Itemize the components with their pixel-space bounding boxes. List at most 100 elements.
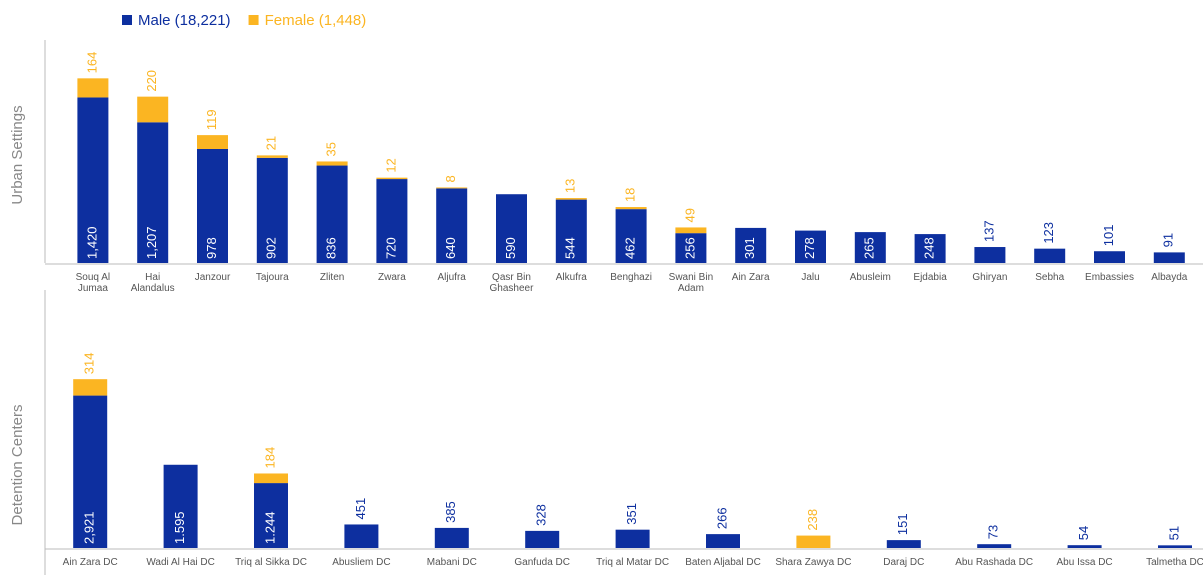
x-tick-label: Sebha (1035, 272, 1065, 283)
value-label: 720 (383, 237, 398, 259)
value-label: 266 (714, 507, 729, 529)
x-tick-label: Ain Zara DC (62, 557, 118, 568)
value-label: 101 (1101, 225, 1116, 247)
bar-segment (615, 529, 650, 548)
bar-segment (197, 135, 228, 149)
value-label: 91 (1161, 233, 1176, 247)
bar-segment (795, 230, 826, 263)
x-tick-label: Abu Rashada DC (955, 557, 1034, 568)
bar-segment (344, 524, 379, 548)
bar-segment (706, 534, 740, 548)
value-label: 151 (895, 513, 910, 535)
bar-segment (977, 544, 1012, 548)
bar-segment (974, 247, 1006, 263)
value-label: 21 (264, 136, 279, 150)
bar-segment (436, 187, 468, 189)
bar-segment (163, 464, 198, 548)
value-label: 590 (503, 237, 518, 259)
value-label: 1.595 (172, 511, 187, 544)
value-label: 35 (324, 142, 339, 156)
bar-segment (675, 233, 707, 263)
value-label: 640 (443, 237, 458, 259)
x-tick-label: Baten Aljabal DC (685, 557, 761, 568)
value-label: 13 (563, 179, 578, 193)
value-label: 119 (204, 109, 219, 130)
value-label: 265 (862, 237, 877, 259)
x-tick-label: Zliten (319, 272, 345, 283)
bar-segment (73, 379, 108, 396)
value-label: 351 (624, 503, 639, 525)
bar-segment (137, 122, 169, 263)
value-label: 451 (353, 498, 368, 520)
axis-title: Detention Centers (9, 405, 26, 526)
x-tick-label: Abusleim (849, 272, 891, 283)
value-label: 328 (534, 504, 549, 526)
bar-segment (137, 96, 169, 123)
value-label: 301 (742, 237, 757, 259)
value-label: 256 (682, 237, 697, 259)
value-label: 462 (623, 237, 638, 259)
value-label: 278 (802, 237, 817, 259)
value-label: 544 (563, 237, 578, 259)
x-tick-label: Ghiryan (972, 272, 1008, 283)
x-tick-label: Abusliem DC (332, 557, 391, 568)
x-tick-label: Embassies (1085, 272, 1134, 283)
x-tick-label: Hai Alandalus (130, 272, 175, 294)
bar-segment (77, 97, 109, 263)
value-label: 2,921 (82, 511, 97, 544)
value-label: 1,207 (144, 226, 159, 259)
legend-swatch (248, 15, 259, 25)
value-label: 978 (204, 237, 219, 259)
x-tick-label: Triq al Sikka DC (235, 557, 307, 568)
bar-segment (254, 483, 288, 548)
bar-segment (254, 473, 288, 484)
value-label: 73 (986, 525, 1001, 539)
x-tick-label: Benghazi (610, 272, 652, 283)
bar-segment (886, 540, 921, 548)
value-label: 836 (324, 237, 339, 259)
bar-segment (1067, 545, 1102, 548)
x-tick-label: Albayda (1151, 272, 1188, 283)
bar-segment (914, 234, 946, 263)
x-tick-label: Tajoura (255, 272, 289, 283)
bar-segment (376, 177, 408, 180)
value-label: 238 (805, 509, 820, 531)
x-tick-label: Abu Issa DC (1056, 557, 1113, 568)
bar-segment (1158, 545, 1192, 548)
value-label: 8 (443, 175, 458, 182)
bar-segment (496, 194, 527, 263)
x-tick-label: Aljufra (437, 272, 466, 283)
value-label: 51 (1166, 526, 1181, 540)
bar-segment (555, 198, 587, 200)
x-tick-label: Ganfuda DC (514, 557, 570, 568)
x-tick-label: Qasr Bin Ghasheer (489, 272, 534, 294)
bar-segment (1034, 248, 1066, 263)
legend-label: Female (1,448) (265, 12, 367, 29)
bar-segment (615, 209, 647, 263)
x-tick-label: Shara Zawya DC (775, 557, 852, 568)
value-label: 248 (922, 237, 937, 259)
bar-segment (1153, 252, 1185, 263)
x-tick-label: Zwara (377, 272, 406, 283)
value-label: 137 (981, 220, 996, 242)
value-label: 54 (1076, 526, 1091, 540)
bar-segment (1094, 251, 1125, 263)
bar-segment (525, 530, 560, 548)
bar-segment (854, 232, 886, 263)
bar-segment (796, 535, 831, 548)
x-tick-label: Souq Al Jumaa (75, 272, 111, 294)
bar-segment (436, 188, 468, 263)
bar-segment (615, 207, 647, 210)
bar-segment (735, 227, 767, 263)
x-tick-label: Talmetha DC (1146, 557, 1203, 568)
value-label: 314 (82, 352, 97, 374)
x-tick-label: Triq al Matar DC (596, 557, 670, 568)
value-label: 123 (1041, 222, 1056, 244)
value-label: 184 (262, 447, 277, 469)
value-label: 220 (144, 70, 159, 92)
value-label: 18 (623, 188, 638, 202)
bar-segment (555, 199, 587, 263)
x-tick-label: Jalu (801, 272, 820, 283)
bar-segment (256, 155, 288, 158)
